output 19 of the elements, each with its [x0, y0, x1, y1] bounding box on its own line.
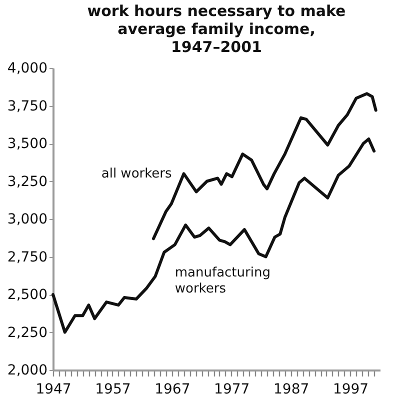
x-tick-label: 1987 — [274, 382, 310, 398]
y-tick-label: 3,000 — [7, 212, 48, 228]
x-tick-label: 1977 — [214, 382, 250, 398]
y-tick-label: 2,250 — [7, 324, 48, 341]
series-label: all workers — [101, 166, 172, 182]
x-tick-label: 1997 — [332, 382, 369, 398]
y-tick-label: 3,750 — [7, 98, 48, 114]
y-tick-label: 2,750 — [7, 249, 48, 266]
line-series — [52, 137, 376, 334]
y-tick-label: 3,250 — [7, 174, 48, 190]
chart-title: work hours necessary to make average family income, 1947–2001 — [87, 2, 346, 56]
x-tick-label: 1947 — [36, 382, 72, 398]
y-tick-label: 4,000 — [7, 60, 48, 76]
x-tick-label: 1957 — [95, 382, 131, 398]
series-label: manufacturing workers — [174, 266, 270, 297]
y-tick-label: 3,500 — [7, 136, 48, 152]
x-tick-label: 1967 — [154, 382, 190, 398]
y-tick-label: 2,000 — [7, 362, 48, 378]
y-tick-label: 2,500 — [7, 287, 48, 303]
